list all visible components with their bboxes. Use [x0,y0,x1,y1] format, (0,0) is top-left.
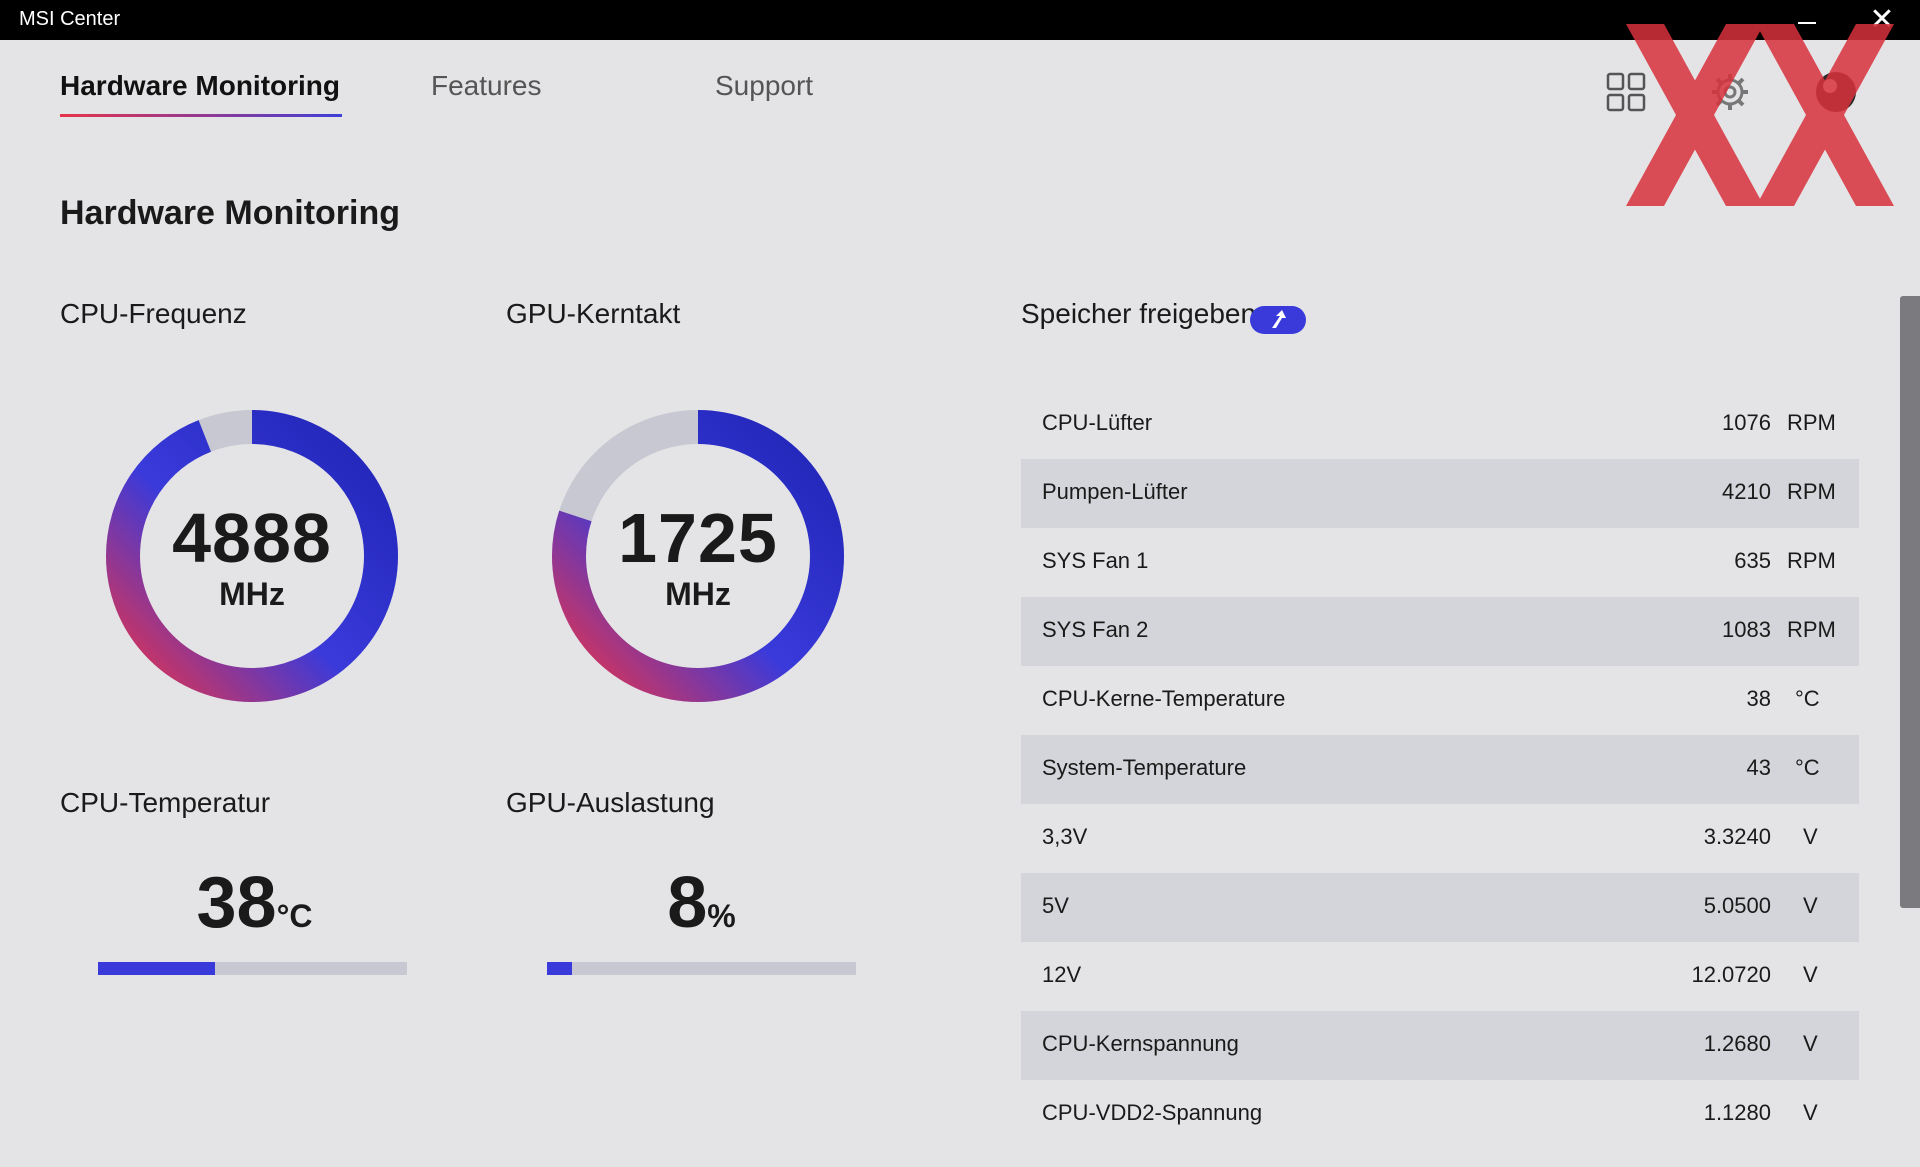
cpu-temperature-bar [98,962,407,975]
sensor-row: 5V 5.0500 V [1021,873,1859,942]
cpu-frequency-unit: MHz [219,576,285,612]
sensor-name: Pumpen-Lüfter [1042,479,1188,504]
sensor-name: System-Temperature [1042,755,1247,780]
gpu-clock-gauge: 1725 MHz [548,406,848,706]
gpu-load-value: 8 [667,863,708,943]
sensor-unit: °C [1795,755,1820,780]
gpu-clock-unit: MHz [665,576,731,612]
sensor-row: CPU-Lüfter 1076 RPM [1021,390,1859,459]
sensor-unit: V [1803,1100,1818,1125]
sensor-value: 635 [1734,548,1771,573]
sensor-unit: V [1803,962,1818,987]
cpu-frequency-label: CPU-Frequenz [60,298,247,329]
cpu-temperature-readout: 38°C [98,862,411,944]
cpu-frequency-value: 4888 [172,499,332,577]
sensor-name: CPU-Lüfter [1042,410,1153,435]
sensor-name: 3,3V [1042,824,1088,849]
gpu-load-label: GPU-Auslastung [506,787,715,818]
cpu-frequency-ring [106,410,398,702]
minimize-button[interactable] [1788,2,1828,38]
grid-icon[interactable] [1606,72,1646,112]
sensor-unit: V [1803,1031,1818,1056]
tab-hardware-monitoring[interactable]: Hardware Monitoring [60,70,341,101]
sensor-unit: RPM [1787,548,1836,573]
gpu-clock-value: 1725 [618,499,778,577]
release-memory-button[interactable] [1250,306,1306,334]
active-tab-indicator [60,114,342,117]
watermark-logo [1626,24,1894,206]
gpu-load-bar-fill [547,962,572,975]
cpu-frequency-gauge: 4888 MHz [102,406,402,706]
cpu-temperature-bar-fill [98,962,216,975]
sensor-row: System-Temperature 43 °C [1021,735,1859,804]
title-bar: MSI Center ✕ [0,0,1920,40]
gpu-load-unit: % [707,898,736,934]
sensor-row: CPU-Kerne-Temperature 38 °C [1021,666,1859,735]
window-title: MSI Center [19,8,121,30]
gpu-clock-label: GPU-Kerntakt [506,298,681,329]
release-memory-label: Speicher freigeben [1021,298,1257,329]
sensor-name: SYS Fan 1 [1042,548,1149,573]
gauge-arc [106,410,398,702]
sensor-unit: V [1803,893,1818,918]
sensor-unit: RPM [1787,479,1836,504]
gpu-clock-ring [552,410,844,702]
page-title: Hardware Monitoring [60,194,401,232]
cpu-temperature-unit: °C [276,898,313,934]
sensor-value: 1076 [1722,410,1771,435]
sensor-table: CPU-Lüfter 1076 RPM Pumpen-Lüfter 4210 RPM SYS… [1021,390,1859,1149]
sensor-name: CPU-Kerne-Temperature [1042,686,1286,711]
sensor-row: CPU-VDD2-Spannung 1.1280 V [1021,1080,1859,1149]
sensor-row: CPU-Kernspannung 1.2680 V [1021,1011,1859,1080]
tab-support[interactable]: Support [715,70,814,101]
sensor-row: Pumpen-Lüfter 4210 RPM [1021,459,1859,528]
sensor-value: 5.0500 [1703,893,1771,918]
sensor-value: 1083 [1722,617,1771,642]
sensor-value: 43 [1746,755,1771,780]
cpu-temperature-value: 38 [196,863,277,943]
sensor-value: 4210 [1722,479,1771,504]
sensor-unit: V [1803,824,1818,849]
sensor-row: SYS Fan 1 635 RPM [1021,528,1859,597]
sensor-unit: RPM [1787,410,1836,435]
cpu-temperature-label: CPU-Temperatur [60,787,271,818]
sensor-value: 12.0720 [1691,962,1771,987]
boost-arrow-icon [1272,310,1286,328]
sensor-unit: RPM [1787,617,1836,642]
sensor-value: 38 [1746,686,1771,711]
sensor-value: 1.2680 [1703,1031,1771,1056]
sensor-name: SYS Fan 2 [1042,617,1149,642]
gauge-arc [552,410,844,702]
sensor-unit: °C [1795,686,1820,711]
scrollbar[interactable] [1900,296,1920,908]
sensor-name: CPU-VDD2-Spannung [1042,1100,1263,1125]
sensor-name: CPU-Kernspannung [1042,1031,1239,1056]
sensor-value: 1.1280 [1703,1100,1771,1125]
sensor-name: 12V [1042,962,1082,987]
sensor-row: 12V 12.0720 V [1021,942,1859,1011]
tab-features[interactable]: Features [431,70,542,101]
sensor-row: 3,3V 3.3240 V [1021,804,1859,873]
sensor-name: 5V [1042,893,1069,918]
gpu-load-bar [547,962,856,975]
sensor-value: 3.3240 [1703,824,1771,849]
sensor-row: SYS Fan 2 1083 RPM [1021,597,1859,666]
gpu-load-readout: 8% [547,862,856,944]
